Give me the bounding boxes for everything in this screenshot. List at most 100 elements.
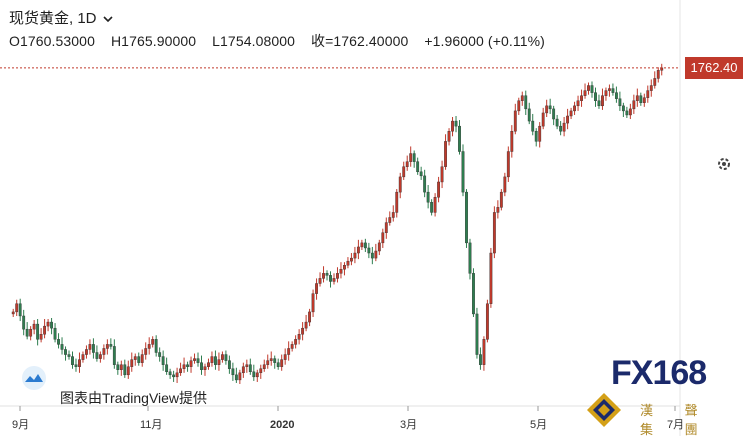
change-value: +1.96000 (+0.11%) bbox=[424, 33, 545, 49]
candle-body bbox=[353, 252, 357, 259]
candle-body bbox=[440, 166, 444, 183]
candle-body bbox=[50, 321, 53, 329]
candle-body bbox=[559, 125, 563, 132]
candle-body bbox=[587, 85, 590, 91]
candle-body bbox=[545, 105, 549, 114]
candle-body bbox=[315, 283, 318, 294]
high-value: H1765.90000 bbox=[110, 33, 197, 49]
candle-body bbox=[426, 191, 430, 203]
candle-body bbox=[234, 374, 238, 381]
candle-body bbox=[126, 366, 130, 376]
candle-body bbox=[510, 131, 514, 152]
candle-body bbox=[447, 131, 451, 142]
candle-body bbox=[569, 110, 573, 117]
chevron-down-icon[interactable] bbox=[103, 15, 113, 23]
candle-body bbox=[614, 92, 618, 99]
candle-body bbox=[294, 339, 298, 345]
candle-body bbox=[430, 202, 434, 213]
candle-body bbox=[485, 303, 489, 340]
candle-body bbox=[95, 352, 99, 359]
candle-body bbox=[374, 250, 378, 259]
candle-body bbox=[454, 120, 458, 127]
candle-body bbox=[217, 359, 221, 365]
candle-body bbox=[154, 339, 158, 353]
candle-body bbox=[283, 354, 287, 360]
candle-body bbox=[395, 191, 399, 213]
gear-icon[interactable] bbox=[716, 156, 732, 177]
candle-body bbox=[102, 348, 106, 355]
candle-body bbox=[304, 321, 308, 329]
candle-body bbox=[224, 354, 228, 361]
candle-body bbox=[85, 349, 88, 355]
x-tick-label: 9月 bbox=[12, 419, 29, 431]
candle-body bbox=[384, 222, 388, 233]
candle-body bbox=[524, 95, 528, 110]
candle-body bbox=[60, 344, 64, 350]
candle-body bbox=[639, 95, 643, 103]
candle-body bbox=[74, 364, 78, 367]
candle-body bbox=[207, 362, 210, 367]
candle-body bbox=[562, 122, 566, 132]
candle-body bbox=[116, 364, 120, 370]
candle-body bbox=[252, 371, 256, 378]
candle-body bbox=[391, 212, 395, 218]
candle-body bbox=[555, 118, 559, 127]
candle-body bbox=[541, 112, 545, 127]
candle-body bbox=[112, 346, 116, 365]
fx168-logo: FX168 bbox=[611, 354, 707, 392]
candle-body bbox=[266, 360, 270, 365]
x-tick-label: 11月 bbox=[140, 419, 162, 431]
candle-body bbox=[520, 95, 524, 101]
candle-body bbox=[332, 278, 336, 282]
candle-body bbox=[71, 356, 74, 365]
candle-body bbox=[594, 92, 597, 101]
candle-body bbox=[311, 293, 315, 313]
tradingview-icon[interactable] bbox=[17, 365, 51, 396]
candle-body bbox=[642, 97, 646, 103]
candle-body bbox=[262, 364, 266, 369]
candle-body bbox=[590, 85, 594, 93]
candle-body bbox=[57, 339, 60, 345]
candle-body bbox=[336, 273, 339, 279]
candle-body bbox=[527, 108, 531, 122]
candle-body bbox=[346, 260, 350, 266]
candle-body bbox=[412, 153, 416, 162]
low-value: L1754.08000 bbox=[212, 33, 296, 49]
candle-body bbox=[88, 344, 92, 350]
candle-body bbox=[98, 354, 102, 359]
candle-body bbox=[140, 354, 144, 363]
candle-body bbox=[245, 364, 249, 367]
candle-body bbox=[580, 95, 583, 101]
candle-body bbox=[482, 339, 486, 365]
candle-body bbox=[635, 95, 639, 101]
candle-body bbox=[238, 372, 242, 381]
tradingview-credit[interactable]: 图表由TradingView提供 bbox=[60, 390, 208, 406]
candle-body bbox=[78, 359, 81, 367]
candle-body bbox=[329, 275, 332, 282]
candle-body bbox=[11, 311, 15, 315]
x-tick-label: 3月 bbox=[400, 419, 417, 431]
candle-body bbox=[367, 247, 371, 254]
candle-body bbox=[193, 358, 196, 361]
symbol-title[interactable]: 现货黄金, 1D bbox=[9, 7, 113, 28]
candle-body bbox=[220, 354, 224, 360]
candle-body bbox=[381, 232, 385, 244]
candle-body bbox=[402, 166, 406, 178]
candle-body bbox=[231, 368, 235, 376]
candle-body bbox=[203, 366, 207, 370]
candle-body bbox=[287, 348, 291, 355]
candle-body bbox=[503, 176, 507, 193]
candle-body bbox=[280, 359, 284, 367]
candle-body bbox=[409, 153, 413, 162]
candle-body bbox=[301, 327, 305, 335]
candle-body bbox=[506, 151, 510, 178]
candle-body bbox=[475, 313, 479, 355]
candle-body bbox=[653, 78, 657, 86]
candle-body bbox=[109, 344, 113, 347]
candle-body bbox=[22, 315, 26, 330]
candle-body bbox=[531, 120, 535, 132]
candle-body bbox=[273, 358, 277, 363]
symbol-title-label: 现货黄金, 1D bbox=[9, 10, 97, 27]
